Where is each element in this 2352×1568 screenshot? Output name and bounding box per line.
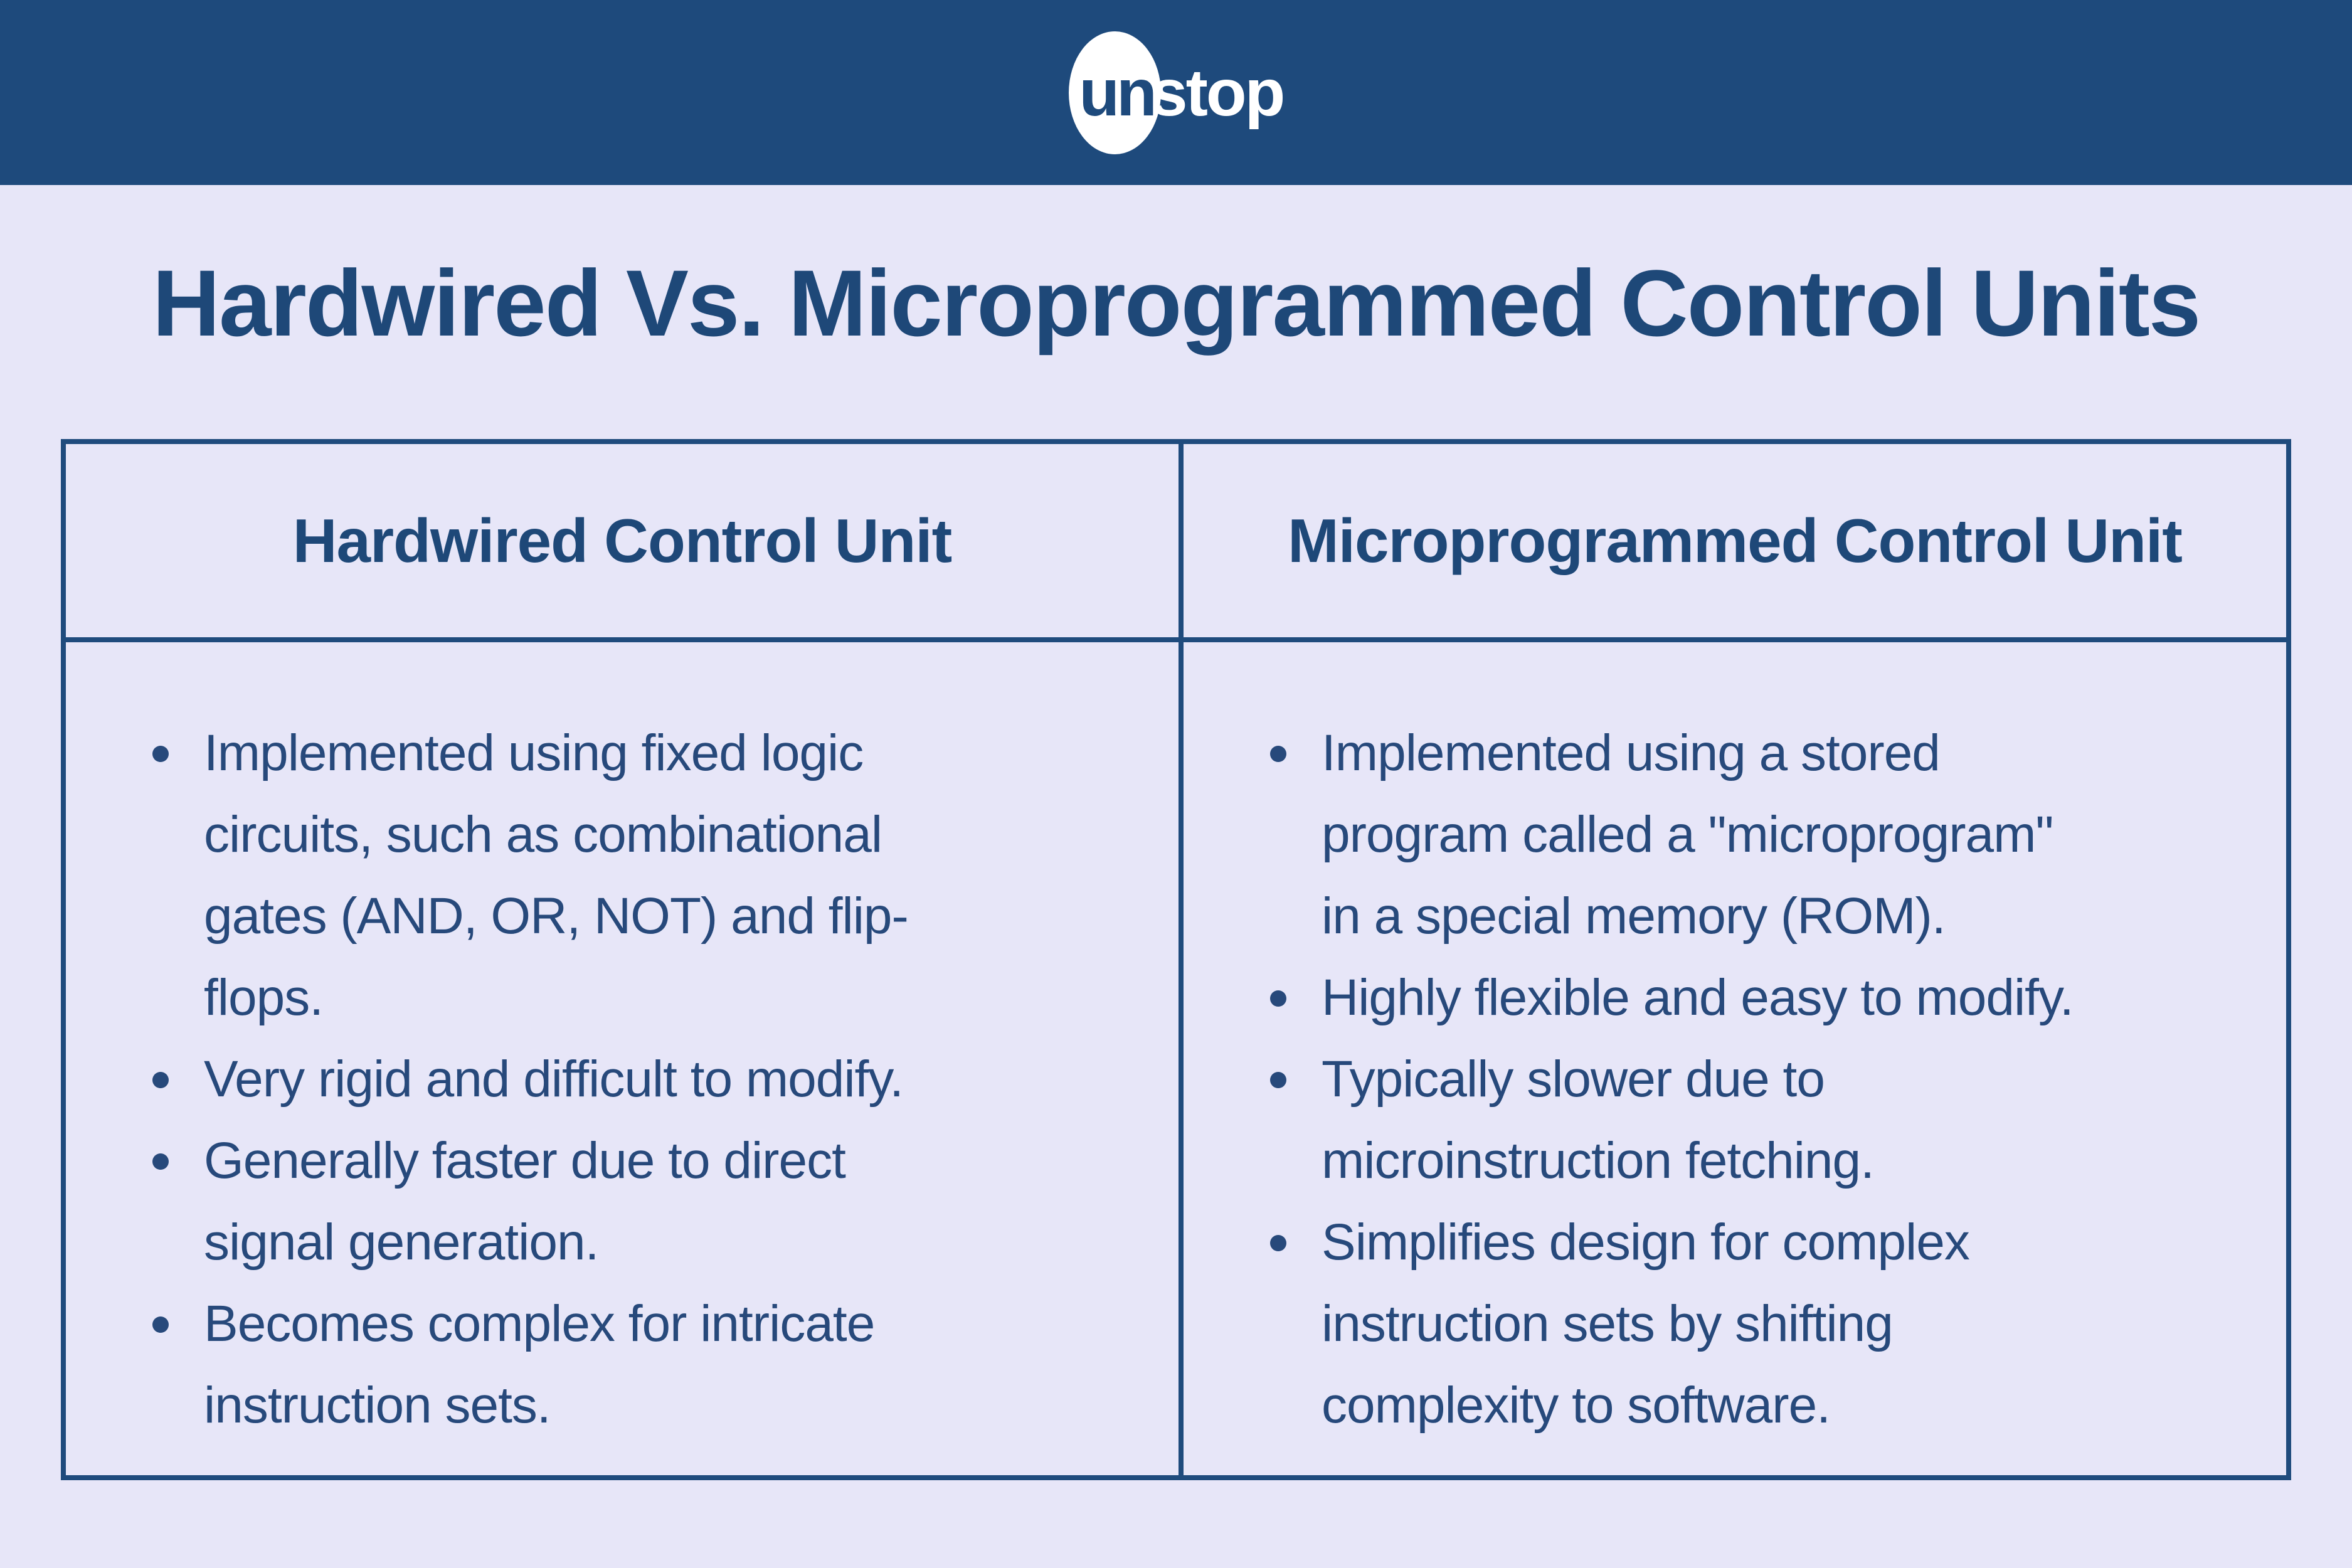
bullet-item: Implemented using a stored program calle… xyxy=(1270,712,2255,957)
header-cell-hardwired: Hardwired Control Unit xyxy=(66,444,1184,642)
column-header-microprogrammed: Microprogrammed Control Unit xyxy=(1288,506,2183,575)
logo-stop-text: stop xyxy=(1150,55,1286,130)
unstop-logo-ellipse-icon: un xyxy=(1068,31,1161,154)
bullet-item: Becomes complex for intricate instructio… xyxy=(152,1283,1147,1446)
bullet-item: Very rigid and difficult to modify. xyxy=(152,1039,1147,1120)
header-cell-microprogrammed: Microprogrammed Control Unit xyxy=(1184,444,2286,642)
body-cell-hardwired: Implemented using fixed logic circuits, … xyxy=(66,642,1184,1475)
unstop-logo: un stop xyxy=(1068,31,1286,154)
comparison-table: Hardwired Control Unit Microprogrammed C… xyxy=(61,439,2291,1480)
bullet-item: Simplifies design for complex instructio… xyxy=(1270,1202,2255,1446)
bullet-item: Highly flexible and easy to modify. xyxy=(1270,957,2255,1039)
column-header-hardwired: Hardwired Control Unit xyxy=(292,506,953,575)
bullet-item: Implemented using fixed logic circuits, … xyxy=(152,712,1147,1039)
top-banner: un stop xyxy=(0,0,2352,185)
logo-un-text: un xyxy=(1079,55,1157,130)
microprogrammed-bullet-list: Implemented using a stored program calle… xyxy=(1184,642,2286,1446)
hardwired-bullet-list: Implemented using fixed logic circuits, … xyxy=(66,642,1179,1446)
body-cell-microprogrammed: Implemented using a stored program calle… xyxy=(1184,642,2286,1475)
bullet-item: Generally faster due to direct signal ge… xyxy=(152,1120,1147,1283)
bullet-item: Typically slower due to microinstruction… xyxy=(1270,1039,2255,1202)
page-title: Hardwired Vs. Microprogrammed Control Un… xyxy=(152,250,2201,356)
